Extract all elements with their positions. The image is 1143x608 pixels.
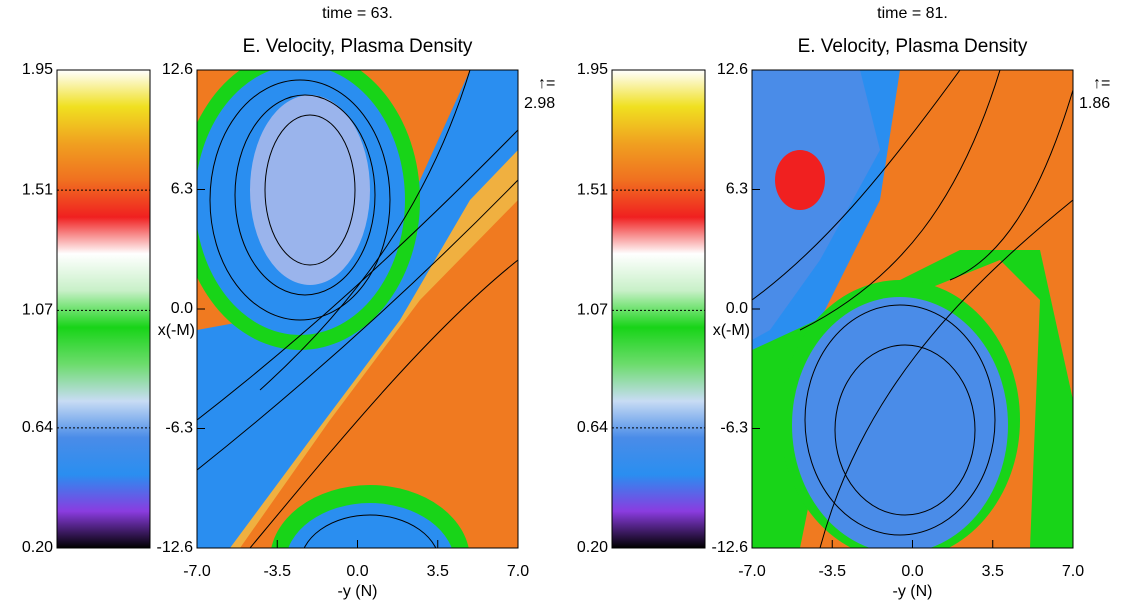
x-tick-label: 7.0 <box>507 563 529 580</box>
colorbar-tick-label: 1.51 <box>22 181 53 198</box>
density-field <box>197 70 518 548</box>
x-tick-label: -3.5 <box>263 563 291 580</box>
subtitle: E. Velocity, Plasma Density <box>798 36 1028 57</box>
colorbar <box>56 69 151 549</box>
x-tick-label: -7.0 <box>738 563 766 580</box>
colorbar <box>611 69 706 549</box>
x-axis-label: -y (N) <box>338 583 378 600</box>
y-tick-label: 12.6 <box>717 61 748 78</box>
y-tick-label: -6.3 <box>720 420 748 437</box>
colorbar-tick-label: 1.07 <box>22 302 53 319</box>
subtitle: E. Velocity, Plasma Density <box>243 36 473 57</box>
y-tick-label: -6.3 <box>165 420 193 437</box>
vector-scale: 2.98 <box>524 95 555 112</box>
y-tick-label: 0.0 <box>171 300 193 317</box>
x-tick-label: 0.0 <box>901 563 923 580</box>
x-tick-label: 0.0 <box>346 563 368 580</box>
y-tick-label: 0.0 <box>726 300 748 317</box>
title: time = 63. <box>322 5 393 22</box>
y-tick-label: 12.6 <box>162 61 193 78</box>
colorbar-tick-label: 0.20 <box>22 539 53 556</box>
y-axis-label: x(-M) <box>713 322 750 339</box>
y-tick-label: 6.3 <box>726 181 748 198</box>
y-tick-label: -12.6 <box>157 539 194 556</box>
colorbar-tick-label: 1.07 <box>577 302 608 319</box>
colorbar-tick-label: 0.64 <box>577 419 608 436</box>
colorbar-tick-label: 1.95 <box>22 61 53 78</box>
vector-key: ↑= <box>1093 75 1110 92</box>
y-tick-label: -12.6 <box>712 539 749 556</box>
x-tick-label: 3.5 <box>427 563 449 580</box>
x-tick-label: 3.5 <box>982 563 1004 580</box>
colorbar-tick-label: 0.64 <box>22 419 53 436</box>
colorbar-tick-label: 1.51 <box>577 181 608 198</box>
vector-scale: 1.86 <box>1079 95 1110 112</box>
x-tick-label: -7.0 <box>183 563 211 580</box>
x-axis-label: -y (N) <box>893 583 933 600</box>
y-tick-label: 6.3 <box>171 181 193 198</box>
colorbar-tick-label: 1.95 <box>577 61 608 78</box>
x-tick-label: -3.5 <box>818 563 846 580</box>
vector-key: ↑= <box>538 75 555 92</box>
x-tick-label: 7.0 <box>1062 563 1084 580</box>
title: time = 81. <box>877 5 948 22</box>
y-axis-label: x(-M) <box>158 322 195 339</box>
density-field <box>752 70 1073 548</box>
colorbar-tick-label: 0.20 <box>577 539 608 556</box>
